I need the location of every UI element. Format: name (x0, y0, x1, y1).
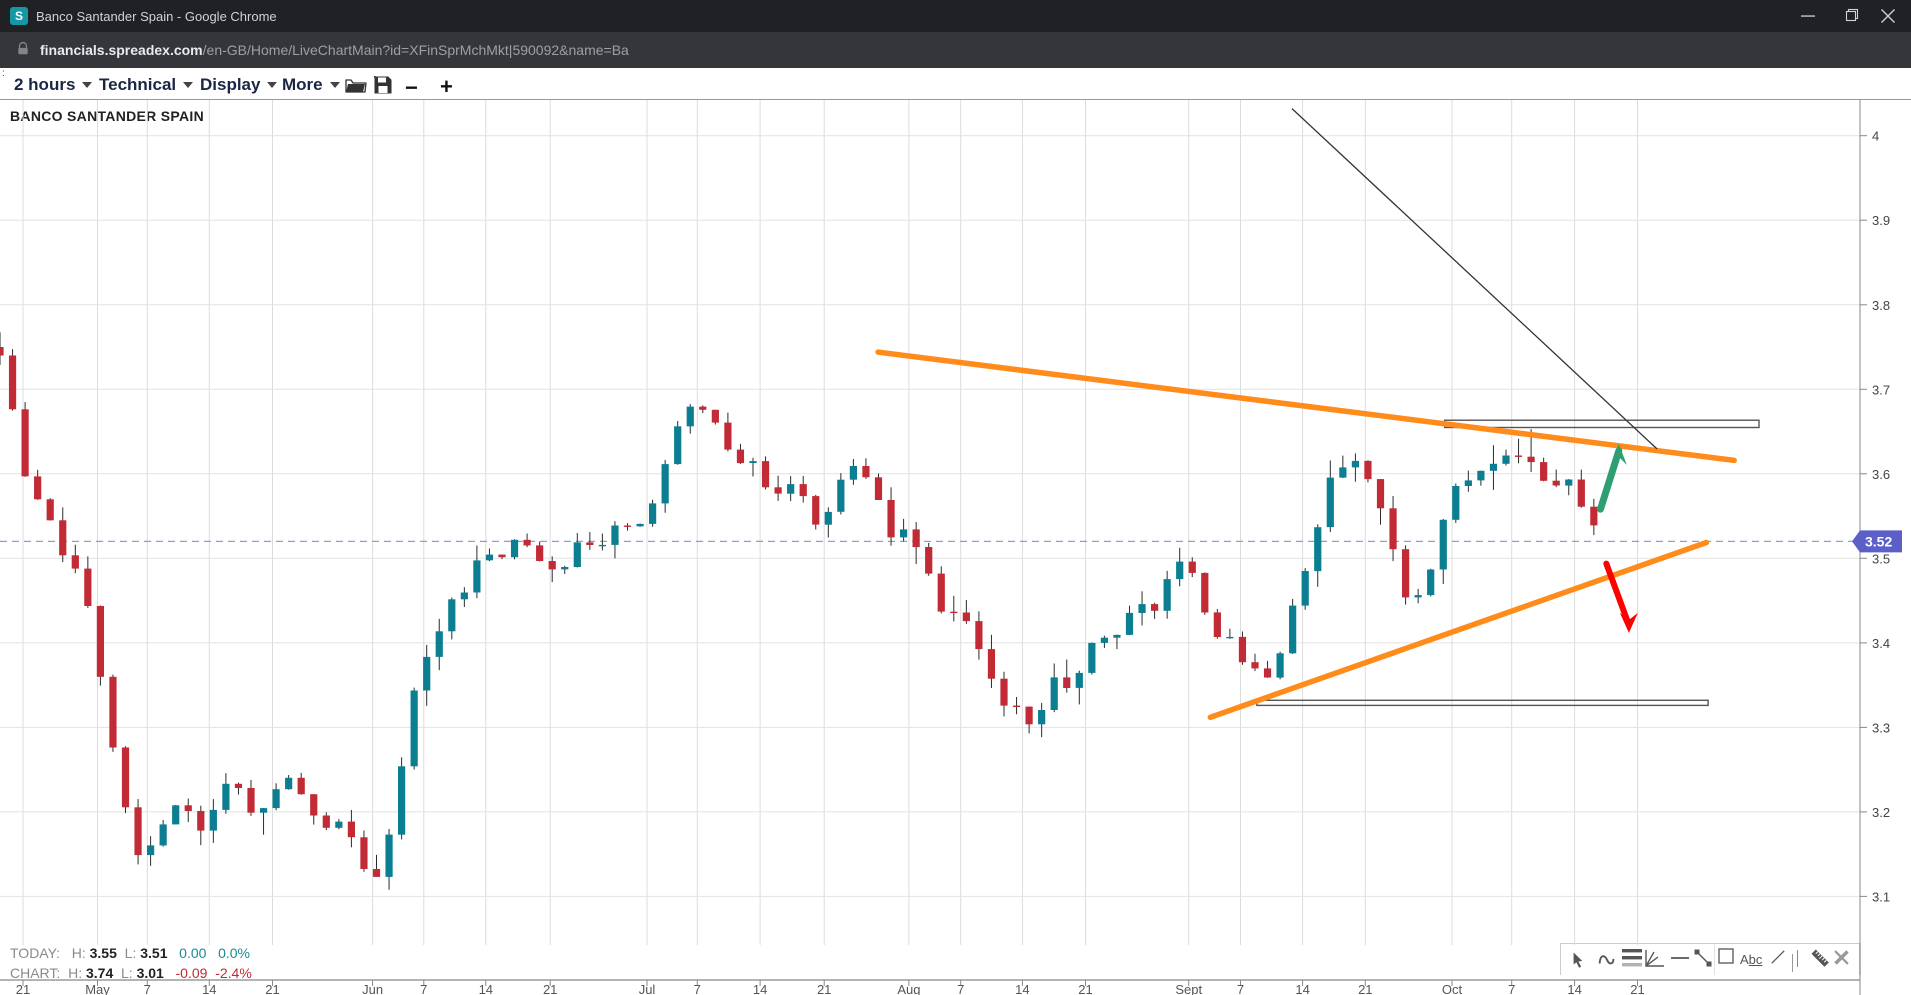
svg-text:14: 14 (1567, 982, 1581, 995)
svg-text:3.7: 3.7 (1872, 382, 1890, 397)
svg-text:7: 7 (144, 982, 151, 995)
svg-text:21: 21 (1078, 982, 1092, 995)
svg-text:14: 14 (202, 982, 216, 995)
svg-text:7: 7 (1508, 982, 1515, 995)
svg-text:Oct: Oct (1442, 982, 1463, 995)
svg-text:Sept: Sept (1175, 982, 1202, 995)
svg-text:14: 14 (479, 982, 493, 995)
svg-text:21: 21 (543, 982, 557, 995)
svg-text:3.8: 3.8 (1872, 298, 1890, 313)
svg-text:14: 14 (1295, 982, 1309, 995)
svg-text:3.4: 3.4 (1872, 636, 1890, 651)
svg-text:3.9: 3.9 (1872, 213, 1890, 228)
svg-text:3.6: 3.6 (1872, 467, 1890, 482)
svg-text:3.2: 3.2 (1872, 805, 1890, 820)
svg-text:4: 4 (1872, 129, 1879, 144)
svg-text:14: 14 (1015, 982, 1029, 995)
svg-text:21: 21 (265, 982, 279, 995)
svg-text:14: 14 (753, 982, 767, 995)
svg-text:3.5: 3.5 (1872, 551, 1890, 566)
svg-text:7: 7 (694, 982, 701, 995)
svg-text:May: May (85, 982, 110, 995)
svg-text:21: 21 (1358, 982, 1372, 995)
svg-text:3.3: 3.3 (1872, 720, 1890, 735)
svg-text:Aug: Aug (897, 982, 920, 995)
svg-text:3.1: 3.1 (1872, 889, 1890, 904)
svg-text:7: 7 (957, 982, 964, 995)
svg-text:7: 7 (420, 982, 427, 995)
svg-text:Jul: Jul (639, 982, 656, 995)
svg-text:21: 21 (817, 982, 831, 995)
svg-text:21: 21 (16, 982, 30, 995)
svg-text:Jun: Jun (362, 982, 383, 995)
svg-text:3.52: 3.52 (1865, 533, 1892, 549)
svg-text:7: 7 (1237, 982, 1244, 995)
svg-text:21: 21 (1630, 982, 1644, 995)
